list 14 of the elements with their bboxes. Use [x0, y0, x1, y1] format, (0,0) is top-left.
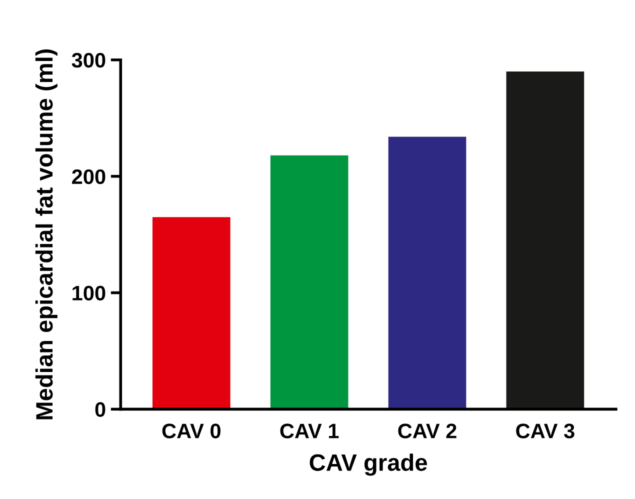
y-tick-label: 100 [72, 286, 106, 300]
y-tick-label: 300 [72, 52, 106, 68]
bar [270, 155, 348, 410]
y-tick-label: 0 [95, 402, 106, 417]
y-tick-label: 200 [72, 169, 106, 184]
x-tick-label: CAV 3 [516, 424, 574, 438]
x-tick-label: CAV 0 [162, 424, 220, 438]
bar [506, 72, 584, 410]
x-tick-label: CAV 1 [280, 424, 339, 438]
bar [388, 136, 466, 410]
x-axis-title: CAV grade [310, 454, 427, 476]
bar [152, 217, 230, 410]
x-tick-label: CAV 2 [398, 424, 456, 438]
y-axis-title: Median epicardial fat volume (ml) [35, 49, 58, 420]
